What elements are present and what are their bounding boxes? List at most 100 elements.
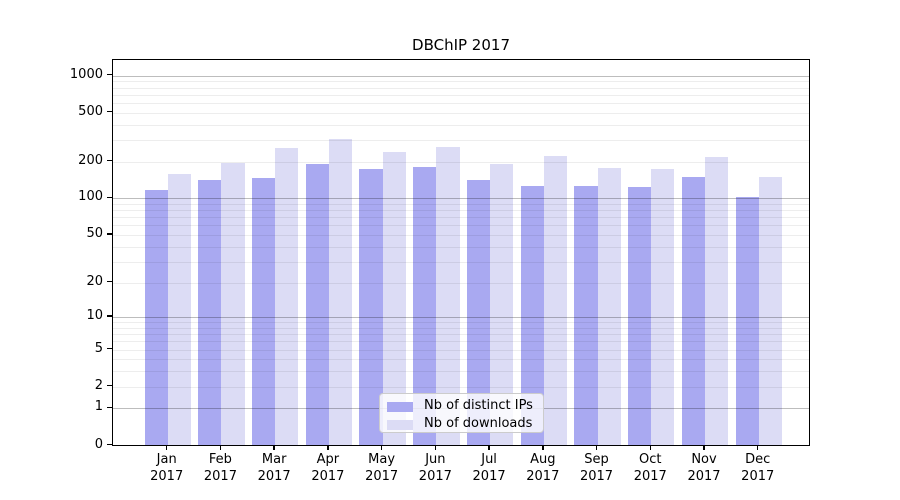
gridline-minor	[113, 217, 809, 219]
x-label-year: 2017	[150, 468, 184, 484]
gridline-minor	[113, 87, 809, 89]
x-tick	[488, 444, 490, 450]
y-tick	[107, 280, 112, 283]
gridlines-layer	[113, 60, 809, 445]
x-tick-label-apr: Apr 2017	[296, 451, 360, 485]
x-tick-label-jun: Jun 2017	[403, 451, 467, 485]
bar-nov-downloads	[705, 156, 729, 445]
gridline-minor	[113, 371, 809, 373]
bar-sep-downloads	[597, 167, 621, 445]
x-tick	[542, 444, 544, 450]
x-tick-label-oct: Oct 2017	[618, 451, 682, 485]
x-label-year: 2017	[418, 468, 452, 484]
x-tick-label-feb: Feb 2017	[188, 451, 252, 485]
gridline-minor	[113, 349, 809, 351]
gridline-major	[113, 198, 809, 200]
bar-mar-downloads	[275, 148, 299, 445]
x-label-year: 2017	[311, 468, 345, 484]
bar-jul-distinct-ips	[466, 179, 491, 445]
bar-oct-downloads	[651, 169, 675, 445]
legend-swatch-distinct-ips	[387, 402, 413, 412]
x-tick-label-mar: Mar 2017	[242, 451, 306, 485]
gridline-minor	[113, 94, 809, 96]
x-label-year: 2017	[472, 468, 506, 484]
x-label-month: Sep	[584, 451, 609, 467]
x-label-year: 2017	[687, 468, 721, 484]
x-tick	[434, 444, 437, 450]
y-tick-label: 20	[86, 273, 103, 289]
bar-mar-distinct-ips	[251, 178, 276, 445]
x-label-month: Nov	[691, 451, 717, 467]
bars-layer	[113, 60, 809, 445]
bar-oct-distinct-ips	[628, 187, 652, 445]
x-tick-label-dec: Dec 2017	[726, 451, 790, 485]
y-tick-label: 5	[94, 340, 103, 356]
y-tick	[107, 443, 112, 446]
bar-dec-downloads	[758, 176, 782, 445]
gridline-major	[113, 317, 809, 319]
x-label-year: 2017	[526, 468, 560, 484]
gridline-minor	[113, 81, 809, 83]
y-tick	[107, 111, 112, 113]
x-tick-label-jul: Jul 2017	[457, 451, 521, 485]
x-tick	[166, 444, 168, 450]
x-tick-label-may: May 2017	[350, 451, 414, 485]
x-tick	[595, 444, 598, 450]
gridline-minor	[113, 334, 809, 336]
gridline-minor	[113, 112, 809, 114]
x-label-year: 2017	[579, 468, 614, 484]
gridline-minor	[113, 204, 809, 206]
bar-nov-distinct-ips	[681, 177, 705, 445]
bar-apr-downloads	[328, 138, 353, 445]
bar-dec-distinct-ips	[735, 197, 759, 445]
x-label-year: 2017	[365, 468, 399, 484]
bar-jun-downloads	[436, 146, 460, 445]
legend-swatch-downloads	[387, 420, 413, 430]
x-label-month: May	[368, 451, 396, 467]
y-tick-label: 100	[78, 189, 103, 205]
x-tick	[703, 444, 705, 450]
y-tick-label: 50	[86, 226, 103, 242]
bar-jul-downloads	[490, 163, 514, 445]
x-label-year: 2017	[633, 468, 667, 484]
x-tick-label-aug: Aug 2017	[511, 451, 575, 485]
bar-feb-downloads	[221, 163, 245, 445]
y-tick-label: 2	[94, 377, 103, 393]
gridline-minor	[113, 102, 809, 104]
legend-item-distinct-ips: Nb of distinct IPs	[380, 397, 543, 416]
gridline-major	[113, 75, 809, 77]
bar-aug-downloads	[543, 156, 567, 445]
x-tick	[757, 444, 759, 450]
gridline-minor	[113, 124, 809, 126]
x-label-month: Aug	[530, 451, 556, 467]
gridline-minor	[113, 322, 809, 324]
x-label-month: Oct	[639, 451, 662, 467]
gridline-minor	[113, 161, 809, 163]
legend: Nb of distinct IPs Nb of downloads	[379, 393, 544, 433]
bar-jun-distinct-ips	[413, 166, 437, 445]
gridline-minor	[113, 235, 809, 237]
y-tick-label: 0	[94, 436, 103, 452]
y-tick-label: 1000	[69, 66, 103, 82]
x-tick	[273, 444, 275, 450]
bar-apr-distinct-ips	[305, 163, 329, 445]
gridline-minor	[113, 246, 809, 248]
y-tick	[107, 406, 112, 409]
x-tick-label-sep: Sep 2017	[565, 451, 629, 485]
gridline-minor	[113, 359, 809, 361]
x-label-year: 2017	[203, 468, 237, 484]
x-label-month: Jan	[156, 451, 177, 467]
gridline-minor	[113, 225, 809, 227]
legend-item-downloads: Nb of downloads	[380, 415, 543, 434]
y-tick	[107, 73, 112, 76]
bar-jan-distinct-ips	[144, 189, 168, 445]
x-tick	[327, 444, 329, 450]
y-tick	[107, 315, 112, 317]
x-tick	[380, 444, 383, 450]
x-label-month: Apr	[316, 451, 340, 467]
bar-jan-downloads	[167, 173, 191, 445]
gridline-minor	[113, 139, 809, 141]
gridline-minor	[113, 282, 809, 284]
y-tick	[107, 233, 112, 235]
